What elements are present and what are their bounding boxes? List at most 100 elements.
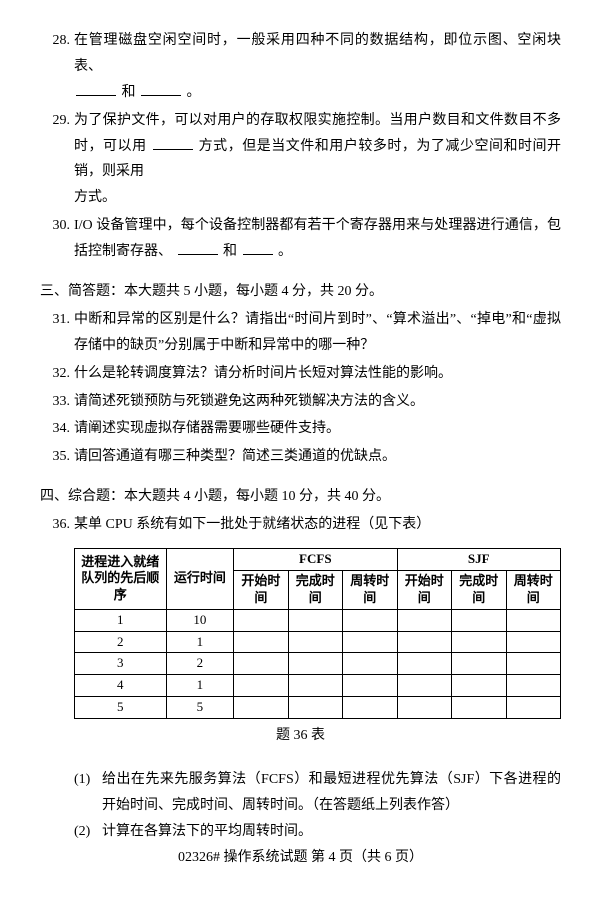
q-num: 35. <box>40 444 74 470</box>
question-33: 33. 请简述死锁预防与死锁避免这两种死锁解决方法的含义。 <box>40 389 561 415</box>
q-num: 34. <box>40 416 74 442</box>
cell-empty <box>234 609 288 631</box>
cell-empty <box>506 653 561 675</box>
q-num: 32. <box>40 361 74 387</box>
q-body: 请回答通道有哪三种类型？简述三类通道的优缺点。 <box>74 444 561 470</box>
table-row: 4 1 <box>75 675 561 697</box>
blank-field <box>243 240 273 255</box>
cell-empty <box>234 653 288 675</box>
table-36-caption: 题 36 表 <box>40 723 561 749</box>
q-text: 方式，但是当文件和用户较多时，为了减少空间和时间开销，则采用 <box>74 139 561 180</box>
cell-run: 1 <box>166 675 233 697</box>
th-start: 开始时间 <box>397 570 451 609</box>
q-text: 和 <box>122 85 136 100</box>
question-36: 36. 某单 CPU 系统有如下一批处于就绪状态的进程（见下表） <box>40 512 561 538</box>
th-proc: 进程进入就绪队列的先后顺序 <box>75 549 167 610</box>
question-32: 32. 什么是轮转调度算法？请分析时间片长短对算法性能的影响。 <box>40 361 561 387</box>
th-finish: 完成时间 <box>288 570 342 609</box>
cell-empty <box>506 609 561 631</box>
cell-empty <box>288 675 342 697</box>
blank-field <box>141 81 181 96</box>
th-turn: 周转时间 <box>343 570 397 609</box>
q-num: 30. <box>40 213 74 265</box>
sub-num: (1) <box>74 767 102 819</box>
th-start: 开始时间 <box>234 570 288 609</box>
q-text: 在管理磁盘空闲空间时，一般采用四种不同的数据结构，即位示图、空闲块表、 <box>74 33 561 74</box>
q-body: 某单 CPU 系统有如下一批处于就绪状态的进程（见下表） <box>74 512 561 538</box>
th-fcfs: FCFS <box>234 549 397 571</box>
cell-proc: 5 <box>75 697 167 719</box>
table-36: 进程进入就绪队列的先后顺序 运行时间 FCFS SJF 开始时间 完成时间 周转… <box>74 548 561 719</box>
cell-empty <box>234 675 288 697</box>
q-body: 中断和异常的区别是什么？请指出“时间片到时”、“算术溢出”、“掉电”和“虚拟存储… <box>74 307 561 359</box>
sub-body: 给出在先来先服务算法（FCFS）和最短进程优先算法（SJF）下各进程的开始时间、… <box>102 767 561 819</box>
q-num: 31. <box>40 307 74 359</box>
table-row: 5 5 <box>75 697 561 719</box>
cell-empty <box>452 697 506 719</box>
cell-empty <box>343 609 397 631</box>
cell-empty <box>452 675 506 697</box>
q-body: I/O 设备管理中，每个设备控制器都有若干个寄存器用来与处理器进行通信，包括控制… <box>74 213 561 265</box>
cell-run: 1 <box>166 631 233 653</box>
q-body: 在管理磁盘空闲空间时，一般采用四种不同的数据结构，即位示图、空闲块表、 和 。 <box>74 28 561 106</box>
cell-run: 2 <box>166 653 233 675</box>
cell-empty <box>288 631 342 653</box>
cell-empty <box>343 653 397 675</box>
blank-field <box>178 240 218 255</box>
question-29: 29. 为了保护文件，可以对用户的存取权限实施控制。当用户数目和文件数目不多时，… <box>40 108 561 212</box>
cell-empty <box>234 631 288 653</box>
cell-empty <box>452 609 506 631</box>
cell-empty <box>506 675 561 697</box>
question-31: 31. 中断和异常的区别是什么？请指出“时间片到时”、“算术溢出”、“掉电”和“… <box>40 307 561 359</box>
q-body: 什么是轮转调度算法？请分析时间片长短对算法性能的影响。 <box>74 361 561 387</box>
cell-empty <box>452 631 506 653</box>
cell-proc: 1 <box>75 609 167 631</box>
cell-empty <box>397 631 451 653</box>
cell-empty <box>343 675 397 697</box>
th-finish: 完成时间 <box>452 570 506 609</box>
question-28: 28. 在管理磁盘空闲空间时，一般采用四种不同的数据结构，即位示图、空闲块表、 … <box>40 28 561 106</box>
cell-empty <box>397 653 451 675</box>
q-num: 29. <box>40 108 74 212</box>
q-body: 请阐述实现虚拟存储器需要哪些硬件支持。 <box>74 416 561 442</box>
cell-proc: 2 <box>75 631 167 653</box>
q-body: 请简述死锁预防与死锁避免这两种死锁解决方法的含义。 <box>74 389 561 415</box>
q-text: 方式。 <box>74 190 116 205</box>
q-text: 和 <box>223 244 237 259</box>
cell-run: 10 <box>166 609 233 631</box>
sub-num: (2) <box>74 819 102 845</box>
cell-empty <box>288 653 342 675</box>
q-num: 36. <box>40 512 74 538</box>
q-body: 为了保护文件，可以对用户的存取权限实施控制。当用户数目和文件数目不多时，可以用 … <box>74 108 561 212</box>
cell-empty <box>288 609 342 631</box>
cell-empty <box>397 675 451 697</box>
th-turn: 周转时间 <box>506 570 561 609</box>
cell-run: 5 <box>166 697 233 719</box>
cell-empty <box>397 697 451 719</box>
cell-empty <box>506 697 561 719</box>
q-num: 28. <box>40 28 74 106</box>
question-30: 30. I/O 设备管理中，每个设备控制器都有若干个寄存器用来与处理器进行通信，… <box>40 213 561 265</box>
section-4-head: 四、综合题：本大题共 4 小题，每小题 10 分，共 40 分。 <box>40 484 561 510</box>
sub-body: 计算在各算法下的平均周转时间。 <box>102 819 561 845</box>
q-num: 33. <box>40 389 74 415</box>
question-35: 35. 请回答通道有哪三种类型？简述三类通道的优缺点。 <box>40 444 561 470</box>
q-text: 。 <box>187 85 201 100</box>
cell-proc: 3 <box>75 653 167 675</box>
table-row: 1 10 <box>75 609 561 631</box>
table-row: 2 1 <box>75 631 561 653</box>
cell-empty <box>234 697 288 719</box>
cell-empty <box>288 697 342 719</box>
cell-empty <box>343 631 397 653</box>
table-header-row: 进程进入就绪队列的先后顺序 运行时间 FCFS SJF <box>75 549 561 571</box>
question-34: 34. 请阐述实现虚拟存储器需要哪些硬件支持。 <box>40 416 561 442</box>
cell-empty <box>343 697 397 719</box>
page-footer: 02326# 操作系统试题 第 4 页（共 6 页） <box>0 845 601 871</box>
th-sjf: SJF <box>397 549 560 571</box>
exam-page: 28. 在管理磁盘空闲空间时，一般采用四种不同的数据结构，即位示图、空闲块表、 … <box>0 0 601 899</box>
cell-empty <box>452 653 506 675</box>
cell-empty <box>506 631 561 653</box>
cell-proc: 4 <box>75 675 167 697</box>
question-36-1: (1) 给出在先来先服务算法（FCFS）和最短进程优先算法（SJF）下各进程的开… <box>74 767 561 819</box>
q-text: 。 <box>278 244 292 259</box>
